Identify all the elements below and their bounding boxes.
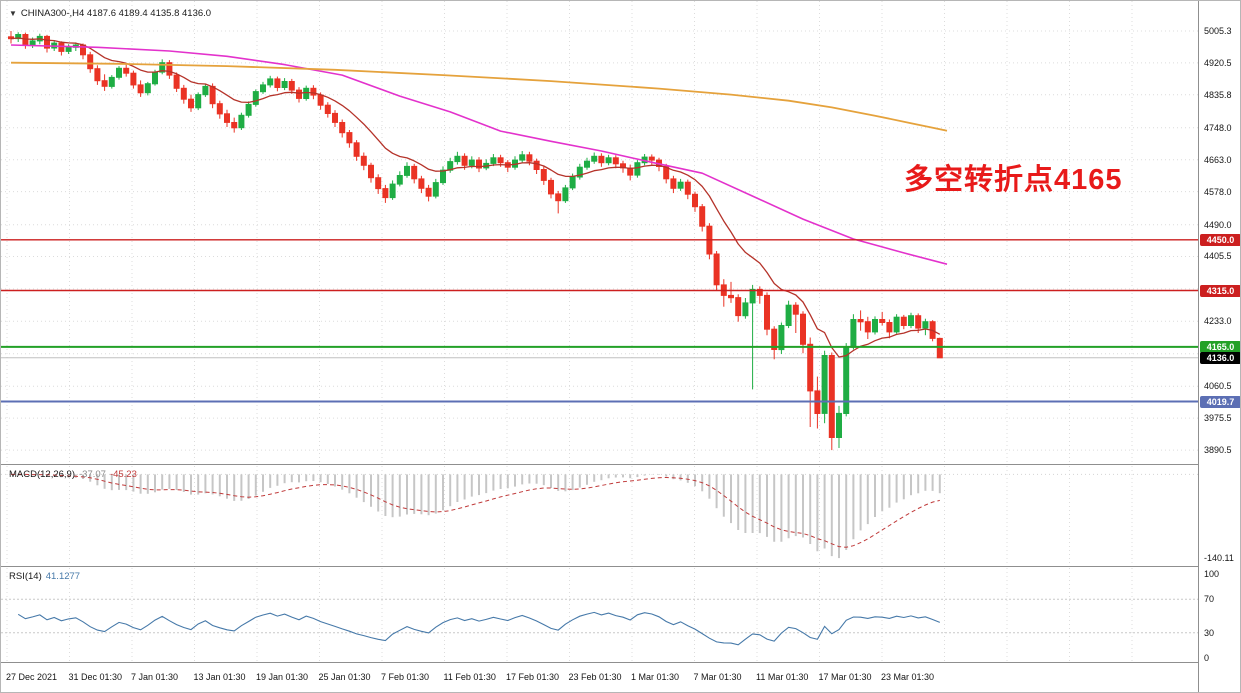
price-tick-label: 3890.5: [1204, 445, 1232, 455]
time-tick-label: 13 Jan 01:30: [193, 672, 246, 682]
macd-signal-value: -45.23: [109, 469, 137, 480]
time-tick-label: 19 Jan 01:30: [256, 672, 309, 682]
price-tick-label: 4405.5: [1204, 251, 1232, 261]
price-tick-label: 4060.5: [1204, 381, 1232, 391]
time-tick-label: 31 Dec 01:30: [68, 672, 123, 682]
price-tick-label: 4663.0: [1204, 155, 1232, 165]
price-axis[interactable]: 5005.3 4920.5 4835.8 4748.0 4663.0 4578.0 4490…: [1198, 1, 1240, 692]
time-axis-separator: [1, 662, 1240, 663]
price-level-tag: 4019.7: [1200, 396, 1240, 408]
macd-indicator-label: MACD(12,26,9) -37.07 -45.23: [9, 469, 141, 480]
price-tick-label: 4233.0: [1204, 316, 1232, 326]
price-level-tag: 4136.0: [1200, 352, 1240, 364]
time-axis[interactable]: 27 Dec 2021 31 Dec 01:30 7 Jan 01:30 13 Jan…: [1, 664, 1198, 692]
macd-axis-min-label: -140.11: [1204, 553, 1234, 563]
time-tick-label: 1 Mar 01:30: [631, 672, 680, 682]
time-tick-label: 27 Dec 2021: [6, 672, 58, 682]
price-level-tag: 4450.0: [1200, 234, 1240, 246]
price-tick-label: 5005.3: [1204, 26, 1232, 36]
price-tick-label: 4578.0: [1204, 187, 1232, 197]
price-tick-label: 4748.0: [1204, 123, 1232, 133]
rsi-indicator-label: RSI(14) 41.1277: [9, 571, 84, 582]
rsi-panel-separator[interactable]: [1, 566, 1240, 567]
price-level-tag: 4315.0: [1200, 285, 1240, 297]
macd-name: MACD(12,26,9): [9, 469, 75, 480]
price-level-tag: 4165.0: [1200, 341, 1240, 353]
macd-panel-separator[interactable]: [1, 464, 1240, 465]
time-tick-label: 7 Feb 01:30: [381, 672, 430, 682]
macd-panel-canvas[interactable]: [1, 466, 1198, 566]
main-chart-canvas[interactable]: [1, 1, 1198, 464]
symbol-info-text: CHINA300-,H4 4187.6 4189.4 4135.8 4136.0: [20, 8, 212, 19]
price-tick-label: 4835.8: [1204, 90, 1232, 100]
time-tick-label: 25 Jan 01:30: [318, 672, 371, 682]
rsi-axis-label: 0: [1204, 653, 1210, 663]
time-tick-label: 17 Feb 01:30: [506, 672, 560, 682]
time-tick-label: 23 Feb 01:30: [568, 672, 622, 682]
rsi-axis-label: 30: [1204, 628, 1215, 638]
time-tick-label: 11 Mar 01:30: [756, 672, 809, 682]
time-tick-label: 11 Feb 01:30: [443, 672, 496, 682]
rsi-axis-label: 70: [1204, 594, 1215, 604]
macd-main-value: -37.07: [79, 469, 106, 480]
time-tick-label: 23 Mar 01:30: [881, 672, 935, 682]
price-tick-label: 4490.0: [1204, 220, 1232, 230]
rsi-panel-canvas[interactable]: [1, 568, 1198, 662]
price-tick-label: 4920.5: [1204, 58, 1232, 68]
rsi-name: RSI(14): [9, 571, 42, 582]
rsi-axis-label: 100: [1204, 569, 1220, 579]
rsi-value: 41.1277: [45, 571, 81, 582]
time-tick-label: 17 Mar 01:30: [818, 672, 872, 682]
symbol-ohlc-label: ▼ CHINA300-,H4 4187.6 4189.4 4135.8 4136.…: [9, 8, 211, 19]
collapse-triangle-icon[interactable]: ▼: [9, 9, 17, 18]
time-tick-label: 7 Jan 01:30: [131, 672, 179, 682]
annotation-text: 多空转折点4165: [904, 164, 1123, 196]
time-tick-label: 7 Mar 01:30: [693, 672, 742, 682]
price-tick-label: 3975.5: [1204, 413, 1232, 423]
